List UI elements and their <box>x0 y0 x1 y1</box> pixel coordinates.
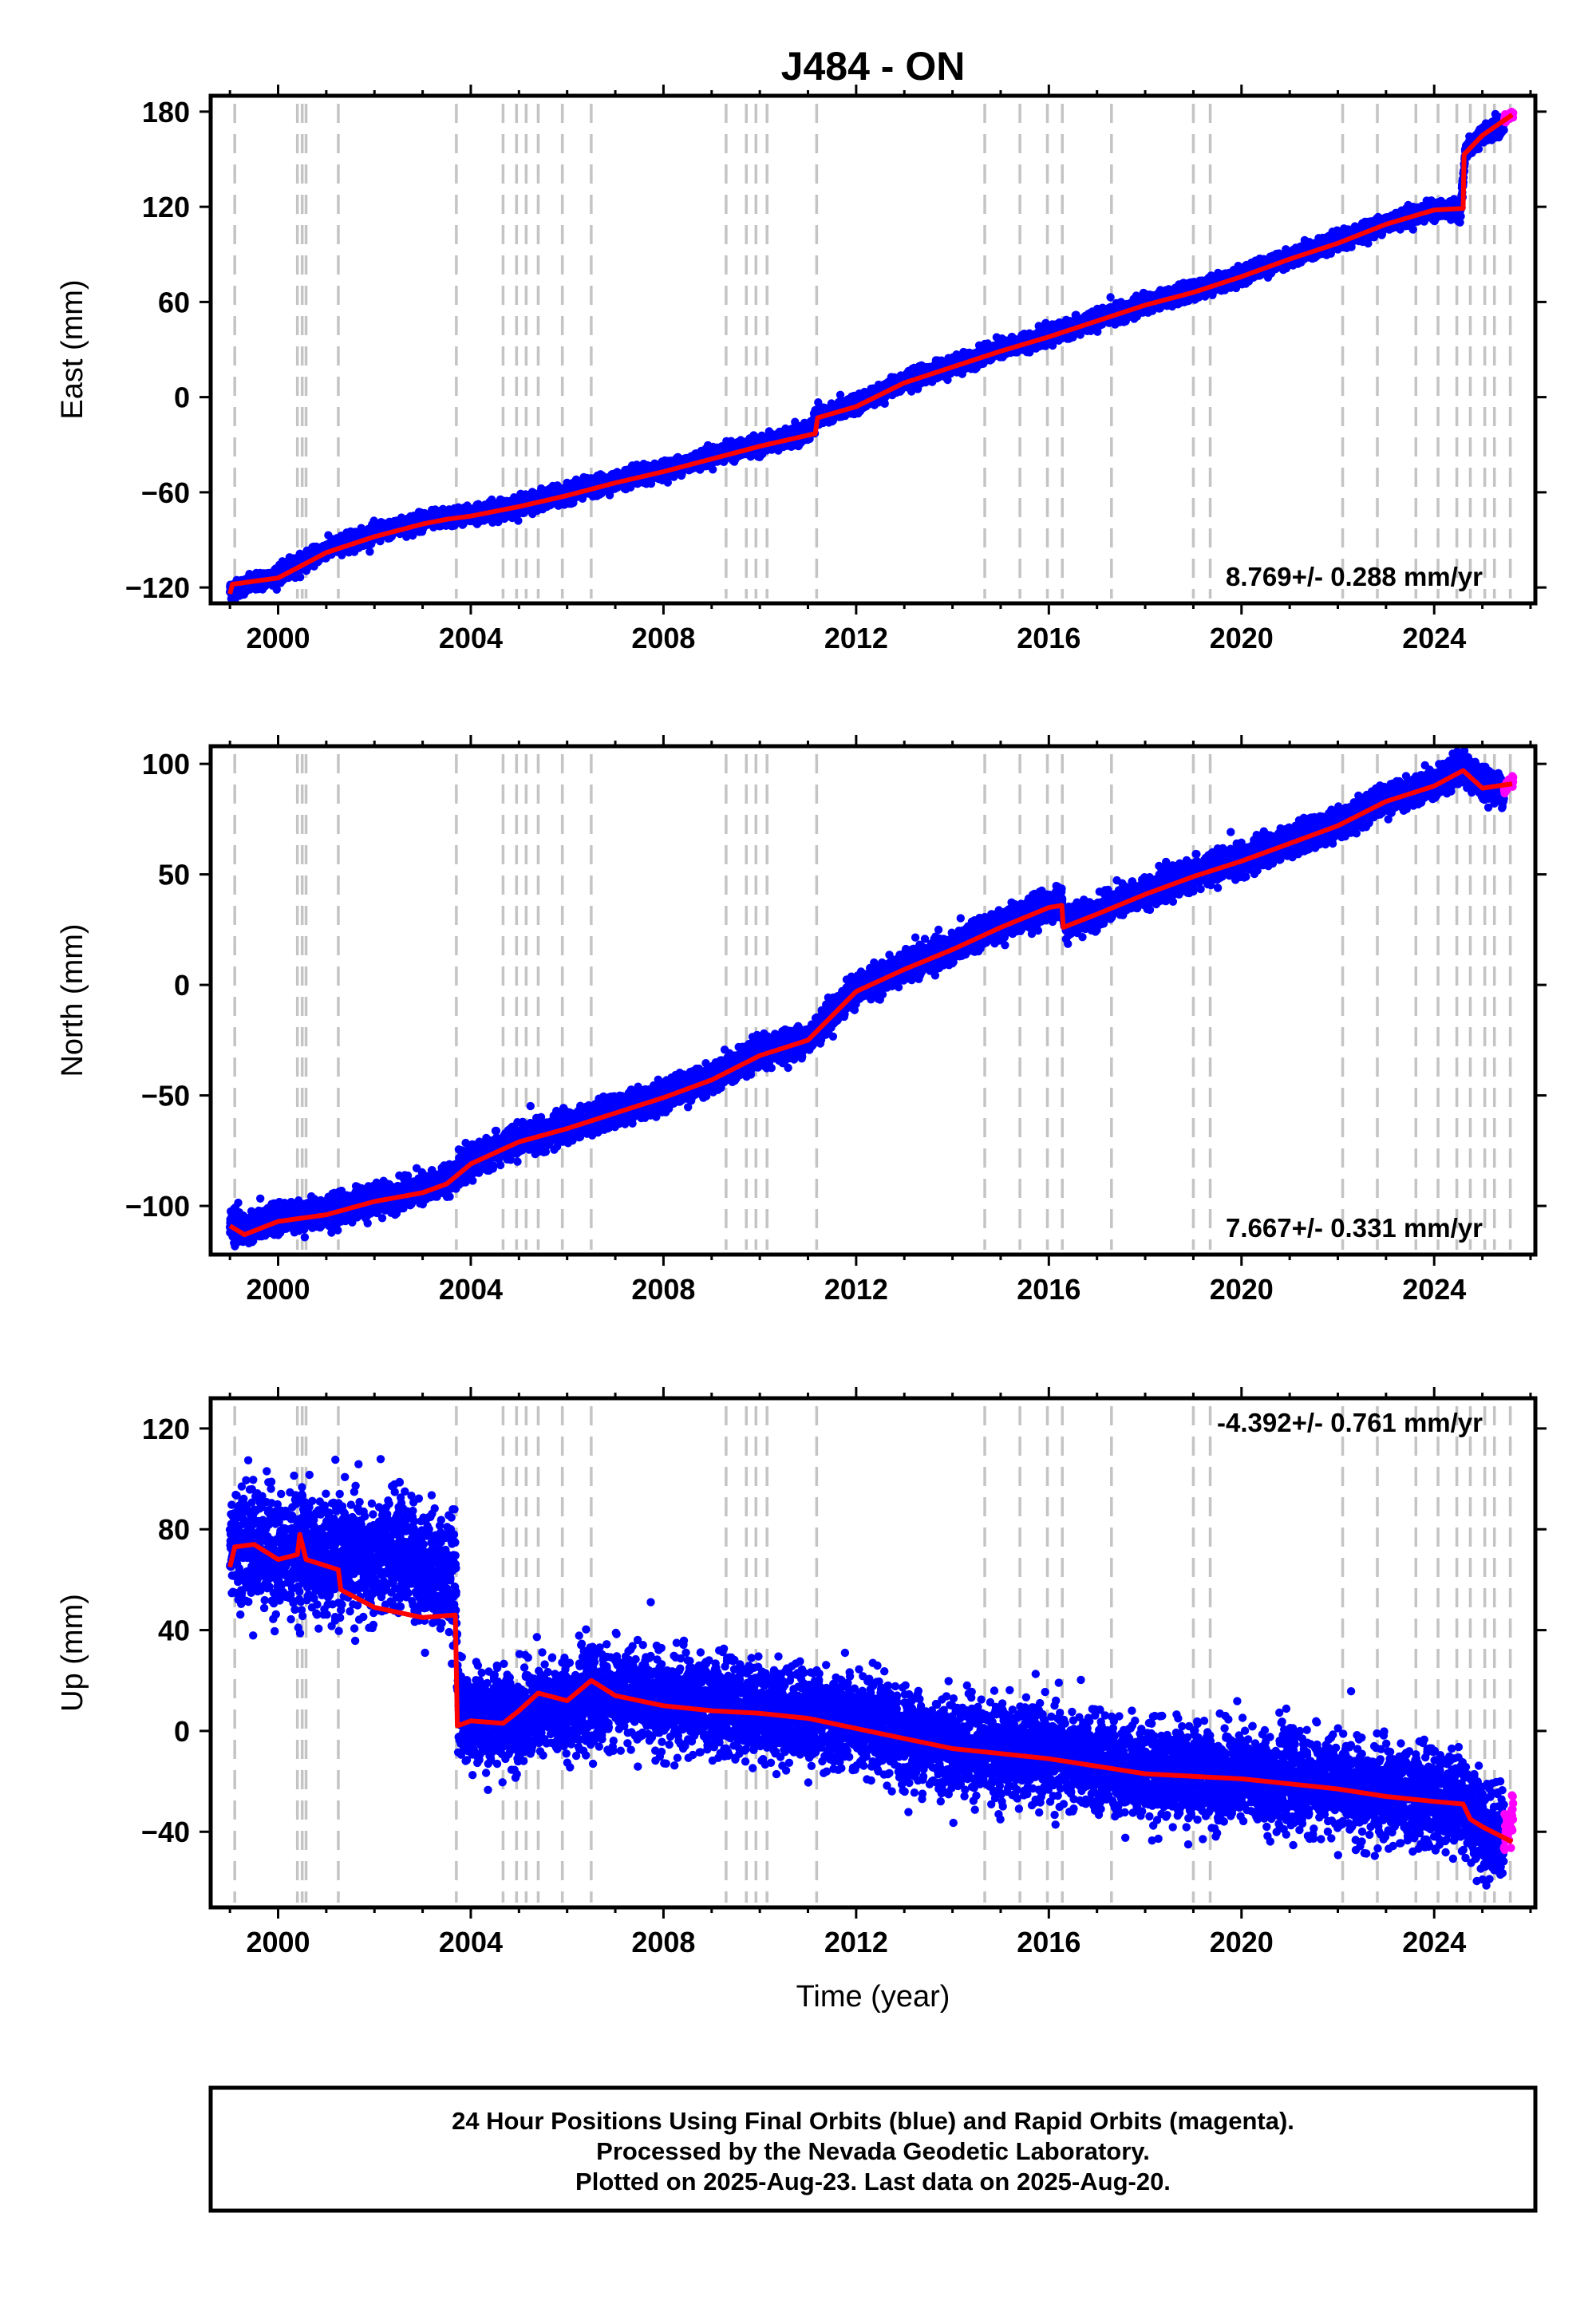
panels: 2000 2004 2008 2012 2016 2020 2024−120−6006012… <box>56 44 1547 2014</box>
east-series-final-orbits <box>225 109 1509 603</box>
east-point <box>709 465 717 474</box>
east-point <box>514 516 523 525</box>
east-data <box>225 108 1518 603</box>
east-point <box>365 547 374 556</box>
east-point <box>296 573 305 582</box>
east-point <box>272 585 281 594</box>
east-panel: 2000 2004 2008 2012 2016 2020 2024−120−6006012… <box>56 44 1547 654</box>
east-point <box>880 399 889 408</box>
